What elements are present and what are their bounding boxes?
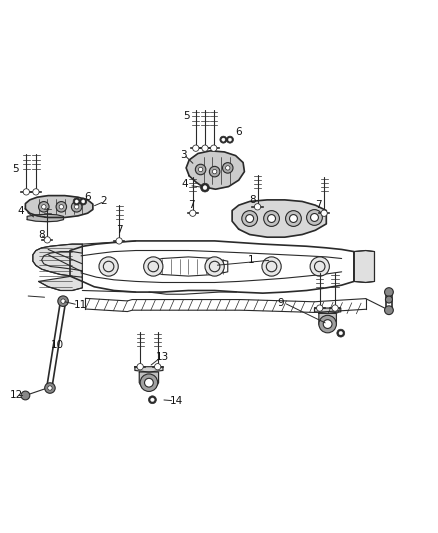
Circle shape [116,238,122,244]
Circle shape [71,201,82,212]
Circle shape [332,305,338,311]
Circle shape [145,378,153,387]
Text: 6: 6 [235,127,242,137]
Circle shape [23,189,29,195]
Circle shape [45,383,55,393]
Circle shape [220,136,227,143]
Text: 9: 9 [278,298,284,308]
Text: 7: 7 [315,200,322,210]
Circle shape [242,211,258,227]
Polygon shape [232,200,326,237]
Circle shape [209,166,220,177]
Circle shape [319,316,336,333]
Circle shape [75,200,78,203]
Circle shape [202,145,208,151]
Circle shape [58,296,68,306]
Circle shape [385,306,393,314]
Circle shape [226,166,230,170]
Circle shape [190,210,196,216]
Text: 10: 10 [50,341,64,350]
Text: 5: 5 [12,165,19,174]
Polygon shape [135,367,163,372]
Circle shape [222,138,225,141]
Circle shape [264,211,279,227]
Circle shape [226,136,233,143]
Circle shape [144,257,163,276]
Polygon shape [186,151,244,189]
Circle shape [212,169,217,174]
Circle shape [39,201,49,212]
Circle shape [137,364,143,370]
Circle shape [56,201,67,212]
Text: 7: 7 [188,200,195,210]
Polygon shape [354,251,374,282]
Circle shape [195,164,206,175]
Circle shape [151,398,154,401]
Polygon shape [319,313,336,332]
Circle shape [193,145,199,151]
Text: 4: 4 [18,206,24,215]
Circle shape [21,391,30,400]
Circle shape [317,305,323,311]
Circle shape [246,215,254,222]
Polygon shape [25,196,93,217]
Circle shape [307,209,322,225]
Text: 3: 3 [180,150,187,159]
Circle shape [140,374,158,391]
Circle shape [203,185,207,190]
Circle shape [385,288,393,296]
Text: 4: 4 [182,179,188,189]
Circle shape [323,320,332,328]
Circle shape [311,214,318,221]
Text: 14: 14 [170,396,183,406]
Text: 8: 8 [249,195,255,205]
Text: 5: 5 [183,111,190,121]
Circle shape [42,205,46,209]
Polygon shape [139,372,159,390]
Circle shape [59,205,64,209]
Circle shape [81,200,85,203]
Circle shape [223,163,233,173]
Circle shape [198,167,203,172]
Circle shape [321,210,327,216]
Circle shape [310,257,329,276]
Circle shape [155,364,161,370]
Circle shape [205,257,224,276]
Circle shape [44,237,50,243]
Circle shape [48,386,52,390]
Text: 7: 7 [116,225,123,235]
Circle shape [290,215,297,222]
Circle shape [339,332,343,335]
Circle shape [286,211,301,227]
Text: 13: 13 [155,352,169,362]
Text: 11: 11 [74,300,87,310]
Text: 2: 2 [100,197,106,206]
Circle shape [211,145,217,151]
Text: 1: 1 [247,255,254,265]
Circle shape [385,296,392,303]
Circle shape [201,183,209,192]
Polygon shape [314,308,341,313]
Circle shape [268,215,276,222]
Circle shape [254,204,261,210]
Circle shape [228,138,232,141]
Polygon shape [33,244,82,290]
Polygon shape [27,214,64,222]
Circle shape [80,198,87,205]
Circle shape [74,205,79,209]
Circle shape [99,257,118,276]
Circle shape [148,396,156,403]
Circle shape [33,189,39,195]
Text: 6: 6 [84,192,91,202]
Circle shape [337,329,345,337]
Circle shape [61,299,65,303]
Text: 8: 8 [39,230,45,239]
Text: 12: 12 [10,391,23,400]
Circle shape [73,198,80,205]
Circle shape [262,257,281,276]
